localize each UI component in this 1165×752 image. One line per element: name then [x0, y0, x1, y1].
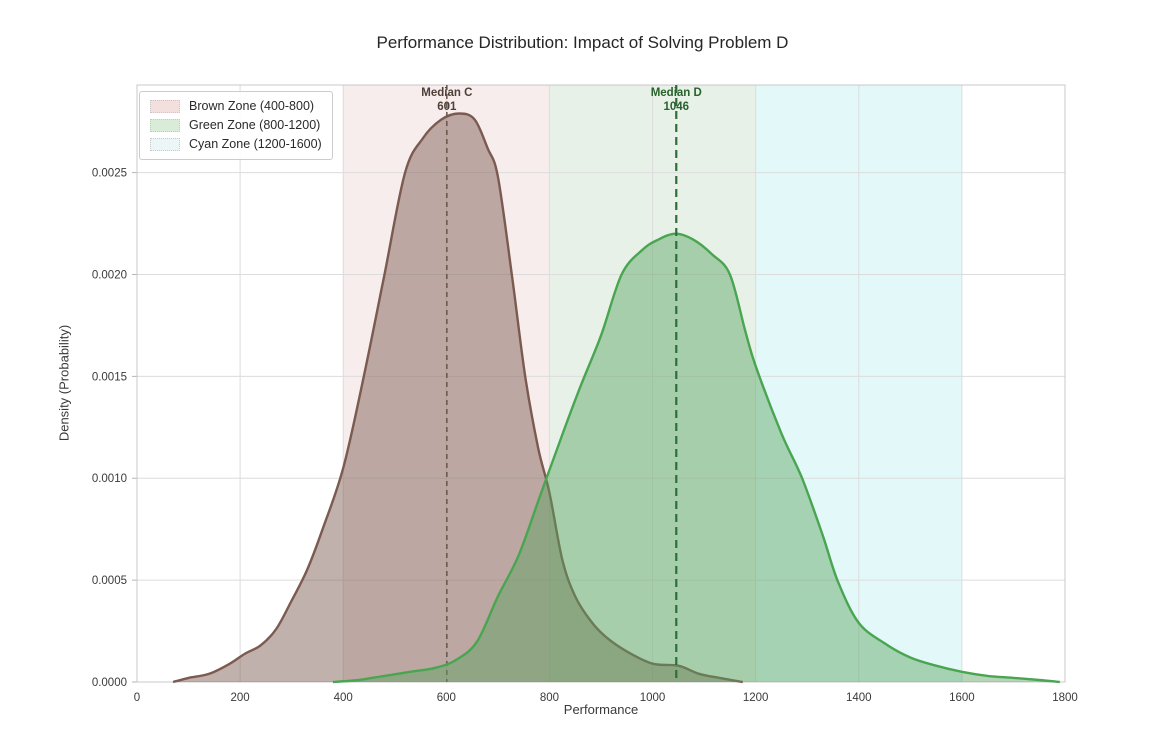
y-axis-label: Density (Probability) — [56, 324, 72, 442]
x-tick-label: 600 — [437, 692, 456, 704]
median-d-title: Median D — [650, 87, 702, 99]
density-fill-c — [173, 113, 743, 682]
x-tick-label: 400 — [334, 692, 353, 704]
plot-frame — [136, 84, 1066, 683]
x-axis-label: Performance — [563, 702, 639, 717]
density-curve-d — [332, 232, 1060, 684]
legend-label-cyan-zone: Cyan Zone (1200-1600) — [189, 137, 322, 151]
y-tick-label: 0.0010 — [92, 473, 127, 485]
x-tick-label: 800 — [540, 692, 559, 704]
legend-item-brown-zone: Brown Zone (400-800) — [150, 99, 322, 113]
legend-swatch-brown-zone — [150, 99, 180, 113]
y-tick-label: 0.0025 — [92, 168, 127, 180]
legend-label-brown-zone: Brown Zone (400-800) — [189, 99, 315, 113]
legend-swatch-green-zone — [150, 118, 180, 132]
legend-item-green-zone: Green Zone (800-1200) — [150, 118, 322, 132]
density-curve-c — [172, 112, 744, 684]
x-tick-label: 1400 — [846, 692, 872, 704]
x-tick-label: 1600 — [949, 692, 975, 704]
median-c-title: Median C — [421, 87, 473, 99]
x-tick-label: 1200 — [743, 692, 769, 704]
median-d-value: 1046 — [663, 101, 690, 113]
legend: Brown Zone (400-800) Green Zone (800-120… — [139, 91, 333, 160]
legend-label-green-zone: Green Zone (800-1200) — [189, 118, 321, 132]
x-tick-label: 1000 — [640, 692, 666, 704]
legend-item-cyan-zone: Cyan Zone (1200-1600) — [150, 137, 322, 151]
y-tick-label: 0.0005 — [92, 575, 127, 587]
legend-swatch-cyan-zone — [150, 137, 180, 151]
chart-title: Performance Distribution: Impact of Solv… — [376, 33, 789, 52]
y-tick-label: 0.0015 — [92, 371, 127, 383]
median-c-annotation: Median C 601 — [421, 86, 472, 114]
x-tick-label: 1800 — [1052, 692, 1078, 704]
x-tick-label: 0 — [134, 692, 140, 704]
median-c-value: 601 — [437, 101, 457, 113]
density-fill-d — [332, 233, 1060, 682]
y-tick-label: 0.0020 — [92, 269, 127, 281]
x-tick-label: 200 — [231, 692, 250, 704]
median-d-annotation: Median D 1046 — [651, 86, 702, 114]
y-tick-label: 0.0000 — [92, 677, 127, 689]
